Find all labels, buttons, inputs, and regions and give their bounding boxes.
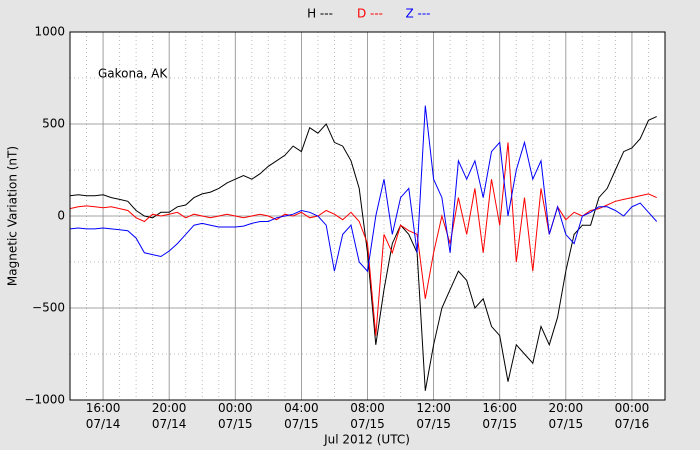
y-tick-label: −500 xyxy=(32,301,65,315)
x-tick-label: 08:00 07/15 xyxy=(350,401,385,431)
legend-entry: H --- xyxy=(307,7,333,21)
x-tick-label: 20:00 07/15 xyxy=(549,401,584,431)
x-axis-label: Jul 2012 (UTC) xyxy=(323,433,410,447)
data-line xyxy=(69,105,658,273)
y-tick-label: 0 xyxy=(57,209,65,223)
annotation: Gakona, AK xyxy=(98,67,168,81)
legend-entry: D --- xyxy=(357,7,383,21)
x-tick-label: 16:00 07/15 xyxy=(482,401,517,431)
x-tick-label: 20:00 07/14 xyxy=(152,401,187,431)
y-tick-label: −1000 xyxy=(24,393,65,407)
y-tick-label: 1000 xyxy=(34,25,65,39)
x-tick-label: 00:00 07/16 xyxy=(615,401,650,431)
y-axis-label: Magnetic Variation (nT) xyxy=(6,146,20,286)
data-line xyxy=(69,142,657,336)
plot-frame xyxy=(69,31,666,401)
x-tick-label: 00:00 07/15 xyxy=(218,401,253,431)
x-tick-label: 12:00 07/15 xyxy=(416,401,451,431)
x-tick-label: 16:00 07/14 xyxy=(86,401,121,431)
data-line xyxy=(69,116,657,391)
x-tick-label: 04:00 07/15 xyxy=(284,401,319,431)
legend-entry: Z --- xyxy=(405,7,430,21)
y-tick-label: 500 xyxy=(42,117,65,131)
